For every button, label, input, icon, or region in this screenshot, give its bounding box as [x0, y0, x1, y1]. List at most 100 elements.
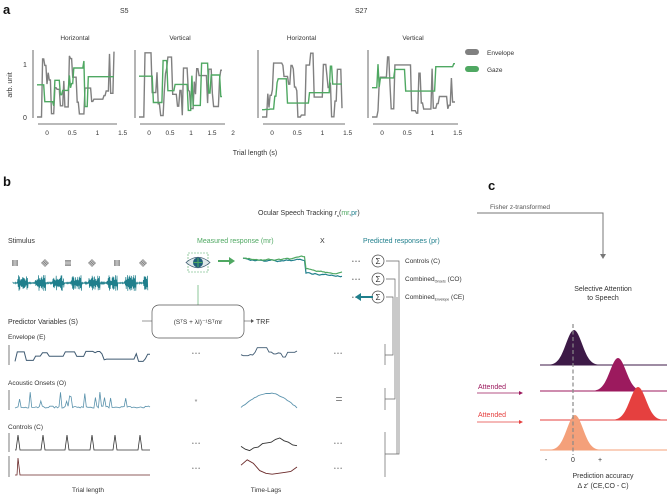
grating-line [87, 262, 93, 268]
grating-icon [12, 260, 18, 266]
ridge-title-2: to Speech [587, 295, 619, 302]
model-sub: Onsets [435, 280, 446, 284]
dots: • • • [352, 277, 360, 283]
onsets-trace [14, 392, 151, 409]
sigma: Σ [376, 257, 381, 266]
dots: • • • [352, 295, 360, 301]
model-main: Combined [405, 294, 435, 301]
model-main: Combined [405, 276, 435, 283]
x-tick: 0.5 [165, 130, 174, 137]
grating-icon [65, 260, 71, 266]
dots: • • • [192, 441, 200, 447]
panel-c-label: c [488, 178, 495, 193]
arrow-icon [229, 257, 235, 265]
x-tick: 0 [270, 130, 274, 137]
xtick-minus: - [545, 457, 548, 464]
x-tick: 0.5 [403, 130, 412, 137]
dots: • • • [334, 466, 342, 472]
convolve-symbol: * [195, 399, 198, 406]
dots: • • • [192, 466, 200, 472]
arrow-left-icon [355, 293, 361, 301]
grating-line [42, 260, 48, 266]
ridge-distribution [544, 330, 604, 365]
ytick-1: 1 [23, 62, 27, 69]
predicted-line [242, 257, 343, 278]
grating-line [140, 260, 146, 266]
plot-title: Vertical [169, 35, 191, 42]
model-label-0: Controls (C) [405, 258, 440, 265]
controls-trace-2 [15, 457, 150, 476]
plot-2: Vertical 0 0.5 1 1.5 2 [134, 35, 235, 137]
legend: Envelope Gaze [465, 49, 514, 74]
panel-a-label: a [3, 2, 11, 17]
x-tick: 0.5 [68, 130, 77, 137]
formula: (SᵀS + λI)⁻¹Sᵀmr [174, 319, 223, 326]
grating-line [91, 258, 97, 264]
envelope-trace [14, 350, 150, 362]
ridge-distribution [608, 387, 667, 420]
model-tail: (CE) [449, 294, 464, 301]
plot-3: Horizontal 0 0.5 1 1.5 [257, 35, 352, 137]
ridge-distribution [545, 415, 605, 450]
time-lags-label: Time-Lags [251, 487, 282, 494]
ost-title: Ocular Speech Tracking rs(mr,pr) [258, 210, 360, 218]
stimulus-label: Stimulus [8, 238, 35, 245]
x-tick: 2 [231, 130, 235, 137]
eye-icon [185, 252, 211, 273]
controls-trace [15, 434, 150, 451]
plot-1: Horizontal 0 0.5 1 1.5 [32, 35, 127, 137]
grating-line [40, 262, 46, 268]
model-label-1: CombinedOnsets (CO) [405, 276, 462, 284]
legend-swatch-envelope [465, 49, 479, 55]
attended-label-2: Attended [478, 412, 506, 419]
gaze-line [139, 59, 222, 112]
sum-icon [371, 254, 385, 268]
grating-line [90, 259, 96, 265]
ridge-title-1: Selective Attention [574, 286, 632, 293]
legend-envelope: Envelope [487, 50, 514, 57]
x-axis-label: Trial length (s) [233, 150, 277, 157]
envelope-line [262, 52, 343, 118]
envelope-line [372, 56, 455, 118]
predicted-responses-label: Predicted responses (pr) [363, 238, 440, 245]
x-tick: 1 [189, 130, 193, 137]
grating-line [88, 261, 94, 267]
measured-response-trace [242, 255, 343, 278]
gaze-line [37, 60, 114, 108]
ridge-xlabel-1: Prediction accuracy [572, 473, 634, 480]
x-tick: 1 [431, 130, 435, 137]
grating-line [142, 258, 148, 264]
legend-swatch-gaze [465, 66, 479, 72]
model-tail: (CO) [446, 276, 462, 283]
grating-icon [114, 260, 120, 266]
plot-title: Horizontal [60, 35, 90, 42]
grating-line [44, 258, 50, 264]
formula-box [151, 304, 245, 339]
ridge-distribution [588, 358, 648, 391]
trf-controls [240, 437, 298, 452]
measured-response-label: Measured response (mr) [197, 238, 274, 245]
ytick-0: 0 [23, 115, 27, 122]
x-tick: 0 [45, 130, 49, 137]
grating-line [89, 260, 95, 266]
plot-title: Vertical [402, 35, 424, 42]
arrow-down-icon [600, 254, 606, 259]
x-tick: 1.5 [453, 130, 462, 137]
subject-s5: S5 [120, 8, 129, 15]
grating-line [41, 261, 47, 267]
x-tick: 1 [96, 130, 100, 137]
equals-symbol: = [335, 392, 342, 406]
predictor-onsets-label: Acoustic Onsets (O) [8, 380, 66, 387]
grating-icon [138, 258, 148, 268]
waveform [12, 275, 149, 291]
predictor-envelope-label: Envelope (E) [8, 334, 46, 341]
gaze-line [262, 65, 342, 111]
predictor-variables-title: Predictor Variables (S) [8, 319, 78, 326]
fisher-label: Fisher z-transformed [490, 204, 550, 211]
stimulus-waveform [12, 258, 149, 291]
x-tick: 0 [380, 130, 384, 137]
attended-label-1: Attended [478, 384, 506, 391]
sum-icon [371, 272, 385, 286]
dots: • • • [192, 351, 200, 357]
model-label-2: CombinedEnvelope (CE) [405, 294, 464, 302]
